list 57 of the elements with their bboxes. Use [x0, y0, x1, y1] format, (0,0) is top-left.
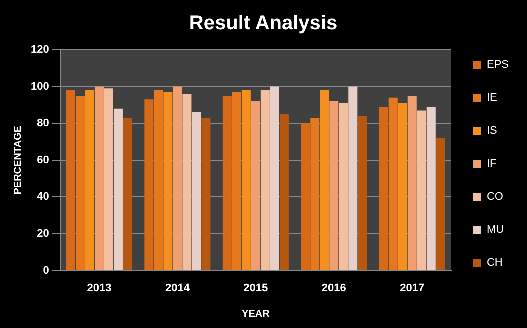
- bar: [408, 96, 417, 270]
- bar: [310, 118, 320, 270]
- x-tick-label: 2013: [87, 282, 112, 294]
- bar: [76, 96, 85, 270]
- x-tick-label: 2015: [244, 282, 268, 294]
- bar: [144, 100, 154, 270]
- x-tick-label: 2016: [322, 282, 346, 294]
- legend-label: CH: [486, 257, 503, 270]
- bar: [388, 98, 398, 270]
- bar: [251, 102, 260, 270]
- bar: [114, 108, 123, 270]
- x-tick-label: 2017: [400, 282, 425, 294]
- bar: [417, 110, 426, 270]
- bar: [301, 124, 310, 270]
- y-axis-title: PERCENTAGE: [12, 126, 24, 195]
- bar: [339, 103, 348, 270]
- bar: [270, 86, 280, 270]
- bar: [426, 107, 436, 270]
- bar: [94, 86, 104, 270]
- bar: [154, 90, 164, 270]
- bar: [164, 92, 173, 270]
- bar: [202, 118, 211, 270]
- bar: [242, 90, 251, 270]
- y-tick-label: 100: [30, 80, 50, 93]
- y-tick-label: 120: [30, 44, 50, 56]
- bar: [280, 114, 289, 270]
- bar: [85, 90, 94, 270]
- y-tick-label: 40: [37, 191, 50, 204]
- y-tick-label: 20: [37, 228, 50, 240]
- chart-title: Result Analysis: [189, 12, 338, 35]
- legend-label: EPS: [486, 59, 510, 72]
- y-tick-label: 60: [37, 154, 50, 166]
- x-axis-title: YEAR: [242, 308, 271, 320]
- legend-label: IF: [486, 158, 498, 170]
- bar: [66, 90, 76, 270]
- legend-label: IE: [486, 92, 498, 104]
- bar: [260, 90, 270, 270]
- legend-label: CO: [486, 191, 504, 204]
- bar: [398, 103, 408, 270]
- bar: [379, 107, 388, 270]
- y-tick-label: 0: [43, 264, 50, 277]
- y-tick-label: 80: [37, 118, 50, 130]
- bar: [232, 92, 242, 270]
- legend-label: MU: [486, 224, 504, 236]
- bar: [320, 90, 330, 270]
- bar: [222, 96, 232, 270]
- bar: [173, 86, 182, 270]
- x-tick-label: 2014: [165, 282, 191, 294]
- bar: [192, 112, 202, 270]
- bar: [182, 94, 192, 270]
- bar: [104, 88, 114, 270]
- bar: [348, 86, 358, 270]
- bar: [123, 118, 132, 270]
- legend-label: IS: [486, 125, 498, 138]
- bar: [436, 138, 446, 270]
- bar: [358, 116, 368, 270]
- bar: [330, 102, 339, 270]
